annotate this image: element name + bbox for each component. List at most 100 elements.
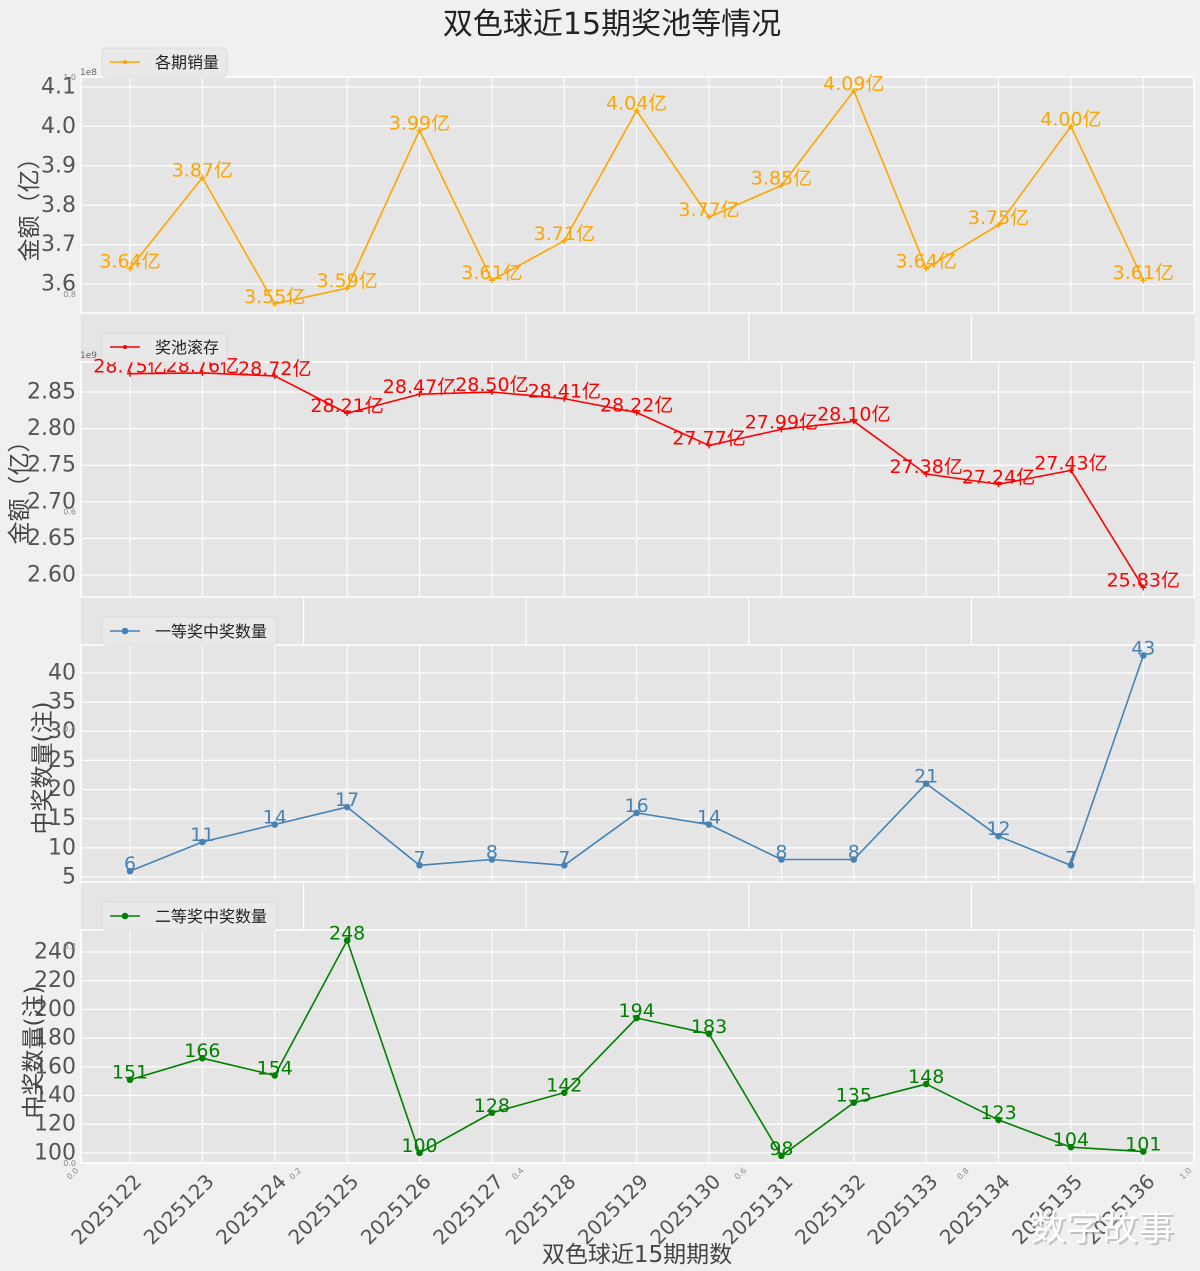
data-label: 4.09亿 xyxy=(823,73,884,95)
data-label: 7 xyxy=(1065,847,1077,869)
data-point-marker xyxy=(1140,584,1147,591)
data-point-marker xyxy=(344,285,351,292)
legend-box xyxy=(101,332,228,363)
data-label: 248 xyxy=(329,922,365,944)
background-y-tick-label: 0.2 xyxy=(63,942,76,951)
data-label: 166 xyxy=(184,1040,220,1062)
subplot-3: 6 11 14 17 7 8 7 16 14 8 8 21 12 7 43 xyxy=(80,637,1195,883)
data-point-marker xyxy=(1067,862,1075,869)
data-label: 183 xyxy=(691,1016,727,1038)
background-y-tick-label: 0.0 xyxy=(63,1159,76,1168)
y-tick-label: 2.75 xyxy=(27,453,76,478)
legend-label: 各期销量 xyxy=(155,53,219,72)
data-label: 27.99亿 xyxy=(745,411,818,433)
data-point-marker xyxy=(416,1149,423,1157)
y-tick-label: 2.65 xyxy=(27,526,76,551)
y-tick-label: 180 xyxy=(34,1026,76,1051)
legend-marker-swatch xyxy=(123,345,127,349)
chart-title: 双色球近15期奖池等情况 xyxy=(443,7,781,42)
data-label: 128 xyxy=(474,1095,510,1117)
data-point-marker xyxy=(922,780,930,788)
data-point-marker xyxy=(271,300,278,307)
data-label: 154 xyxy=(257,1057,293,1079)
data-point-marker xyxy=(778,856,785,863)
data-label: 3.77亿 xyxy=(678,199,739,221)
data-label: 28.21亿 xyxy=(310,395,383,417)
data-label: 17 xyxy=(335,789,359,811)
data-label: 25.83亿 xyxy=(1107,569,1180,591)
data-label: 28.47亿 xyxy=(383,376,456,398)
data-point-marker xyxy=(706,442,713,449)
data-label: 8 xyxy=(848,842,860,864)
y-axis-label-sales: 金额（亿） xyxy=(17,147,43,262)
data-point-marker xyxy=(850,856,858,863)
legend-label: 二等奖中奖数量 xyxy=(155,907,267,926)
watermark-shadow: 数字故事 xyxy=(1032,1210,1176,1251)
y-tick-label: 2.70 xyxy=(27,489,76,514)
data-label: 3.75亿 xyxy=(968,207,1029,229)
data-point-marker xyxy=(1067,467,1074,474)
data-label: 8 xyxy=(775,842,787,864)
data-label: 151 xyxy=(112,1062,148,1084)
legend-jackpot: 奖池滚存 xyxy=(101,332,228,363)
data-point-marker xyxy=(561,395,568,402)
data-point-marker xyxy=(488,277,495,284)
data-point-marker xyxy=(923,471,930,478)
data-point-marker xyxy=(995,1116,1002,1124)
data-label: 27.38亿 xyxy=(889,456,962,478)
data-point-marker xyxy=(126,1076,134,1084)
data-point-marker xyxy=(1140,652,1147,659)
data-label: 3.55亿 xyxy=(244,286,305,308)
legend-second-prize: 二等奖中奖数量 xyxy=(101,901,278,931)
y-tick-label: 35 xyxy=(48,690,76,715)
data-label: 3.99亿 xyxy=(389,112,450,134)
y-tick-label: 20 xyxy=(48,777,76,802)
data-point-marker xyxy=(633,409,640,416)
data-point-marker xyxy=(560,862,568,869)
subplot-2: 28.75亿28.76亿28.72亿28.21亿28.47亿28.50亿28.4… xyxy=(80,355,1195,598)
data-point-marker xyxy=(995,832,1002,840)
data-point-marker xyxy=(850,1099,858,1107)
y-tick-label: 3.7 xyxy=(41,232,76,257)
legend-box xyxy=(101,616,278,646)
data-point-marker xyxy=(199,369,206,376)
data-label: 123 xyxy=(980,1102,1016,1124)
data-label: 12 xyxy=(986,818,1010,840)
y-tick-label: 140 xyxy=(34,1083,76,1108)
data-label: 16 xyxy=(625,795,649,817)
data-point-marker xyxy=(778,182,785,189)
y-tick-label: 3.9 xyxy=(41,153,76,178)
data-point-marker xyxy=(923,265,930,272)
data-point-marker xyxy=(343,803,351,811)
legend-marker-swatch xyxy=(121,912,129,920)
y-tick-label: 240 xyxy=(34,939,76,964)
y-axis-label-first-prize: 中奖数量(注) xyxy=(30,702,56,835)
data-point-marker xyxy=(488,1109,496,1117)
data-label: 104 xyxy=(1053,1129,1089,1151)
y-tick-label: 2.60 xyxy=(27,563,76,588)
legend-box xyxy=(101,47,228,78)
data-label: 142 xyxy=(546,1075,582,1097)
data-point-marker xyxy=(344,410,351,417)
data-label: 11 xyxy=(190,824,214,846)
data-label: 3.61亿 xyxy=(461,262,522,284)
data-label: 3.61亿 xyxy=(1113,262,1174,284)
y-tick-label: 160 xyxy=(34,1054,76,1079)
y-tick-label: 40 xyxy=(48,660,76,685)
data-label: 4.00亿 xyxy=(1040,108,1101,130)
y-tick-label: 2.85 xyxy=(27,380,76,405)
data-label: 100 xyxy=(401,1135,437,1157)
legend-label: 一等奖中奖数量 xyxy=(155,622,267,641)
data-point-marker xyxy=(126,867,134,875)
data-label: 27.77亿 xyxy=(672,427,745,449)
data-label: 101 xyxy=(1125,1134,1161,1156)
offset-text-jackpot: 1e9 xyxy=(80,351,97,361)
subplot-4: 151 166 154 248 100 128 142 194 183 98 135 148 123 10… xyxy=(80,922,1195,1164)
subplot-face xyxy=(80,76,1195,314)
data-point-marker xyxy=(199,838,206,846)
data-label: 7 xyxy=(413,847,425,869)
data-label: 148 xyxy=(908,1066,944,1088)
data-label: 3.85亿 xyxy=(751,168,812,190)
legend-label: 奖池滚存 xyxy=(155,338,219,357)
